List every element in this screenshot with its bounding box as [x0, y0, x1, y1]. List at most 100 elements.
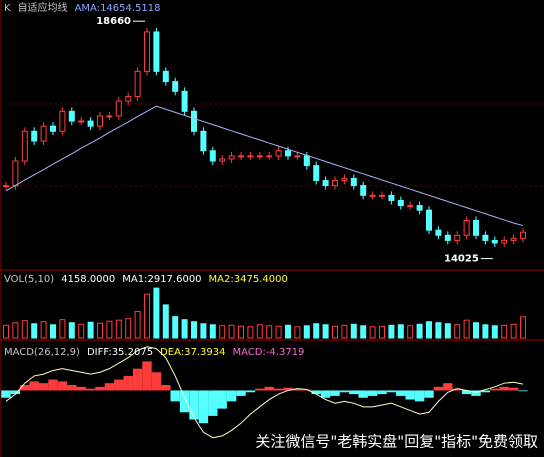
volume-bar: [31, 323, 38, 339]
panel-label: MA2:3475.4000: [209, 274, 288, 285]
candle: [50, 125, 56, 132]
panel-label: DEA:37.3934: [160, 347, 225, 358]
candle: [473, 219, 479, 236]
macd-bar: [245, 390, 256, 393]
candle: [256, 155, 263, 158]
candle: [21, 130, 28, 162]
candle: [144, 31, 150, 72]
candle: [134, 70, 141, 97]
volume-bar: [162, 304, 169, 339]
candle: [87, 120, 94, 127]
volume-bar: [341, 324, 348, 339]
volume-bar: [510, 323, 517, 339]
candle: [153, 31, 160, 72]
candle: [78, 120, 85, 123]
volume-bar: [350, 323, 357, 339]
ama-line: [5, 105, 524, 227]
macd-bar: [217, 390, 227, 409]
macd-bar: [236, 390, 246, 396]
macd-bar: [339, 390, 350, 393]
candle: [219, 158, 226, 162]
volume-bar: [294, 326, 301, 339]
volume-bar: [247, 326, 254, 339]
volume-bar: [313, 323, 320, 339]
macd-bar: [452, 388, 462, 391]
macd-bar: [405, 390, 415, 400]
candle: [115, 100, 122, 117]
macd-bar: [292, 388, 303, 391]
candle: [491, 239, 498, 244]
macd-bar: [142, 361, 152, 391]
macd-bar: [264, 386, 274, 391]
candle: [3, 185, 9, 188]
candle: [463, 219, 470, 236]
candle: [303, 155, 310, 167]
macd-bar: [508, 387, 519, 391]
volume-bar: [153, 287, 160, 339]
candle: [454, 234, 461, 241]
volume-bar: [266, 325, 273, 339]
volume-bar: [463, 319, 470, 339]
macd-bar: [396, 390, 406, 396]
macd-bar: [67, 385, 77, 391]
volume-bar: [68, 322, 75, 339]
volume-bar: [256, 324, 263, 339]
candle: [285, 150, 291, 157]
candle: [313, 165, 320, 181]
volume-bar: [360, 325, 367, 339]
candle: [397, 199, 404, 207]
macd-bar: [490, 388, 500, 391]
volume-bar: [444, 323, 451, 339]
macd-bar: [20, 385, 30, 391]
candle: [106, 115, 113, 118]
macd-bar: [480, 390, 491, 393]
macd-bar: [48, 379, 58, 391]
watermark: 关注微信号"老韩实盘"回复"指标"免费领取: [255, 433, 538, 451]
macd-bar: [311, 390, 321, 395]
macd-bar: [179, 390, 190, 413]
macd-bar: [226, 390, 237, 402]
candle: [510, 237, 517, 241]
volume-bar: [435, 322, 442, 339]
panel-label: AMA:14654.5118: [75, 3, 161, 14]
candle: [379, 194, 385, 197]
candle: [191, 110, 197, 132]
volume-bar: [228, 324, 235, 339]
volume-bar: [397, 324, 404, 339]
panel-label: MA1:2917.6000: [122, 274, 201, 285]
macd-bar: [414, 390, 425, 402]
candle: [501, 239, 508, 244]
volume-bar: [106, 320, 113, 339]
panel-label: VOL(5,10): [4, 274, 54, 285]
candle: [172, 81, 179, 92]
candle: [435, 229, 442, 236]
macd-bar: [283, 387, 293, 391]
macd-bar: [95, 386, 105, 391]
macd-bar: [443, 383, 453, 391]
volume-bar: [97, 322, 103, 339]
candle: [520, 231, 526, 239]
volume-bar: [3, 324, 9, 339]
volume-bar: [200, 323, 207, 339]
macd-bar: [57, 381, 68, 391]
macd-bar: [132, 368, 143, 391]
candle: [68, 110, 75, 122]
panel-label: MACD:-4.3719: [232, 347, 304, 358]
macd-bar: [273, 388, 284, 391]
volume-bar: [78, 323, 85, 339]
macd-bar: [198, 390, 209, 424]
volume-bar: [491, 325, 498, 339]
panel-label: K: [4, 3, 11, 14]
candle: [416, 205, 423, 211]
candle: [332, 179, 338, 187]
volume-bar: [172, 316, 179, 339]
macd-bar: [85, 388, 96, 391]
volume-bar: [520, 316, 526, 339]
panel-label: MACD(26,12,9): [4, 347, 80, 358]
volume-bar: [454, 324, 461, 339]
panel-label: DIFF:35.2075: [87, 347, 153, 358]
candle: [322, 179, 329, 187]
candle: [238, 155, 244, 158]
